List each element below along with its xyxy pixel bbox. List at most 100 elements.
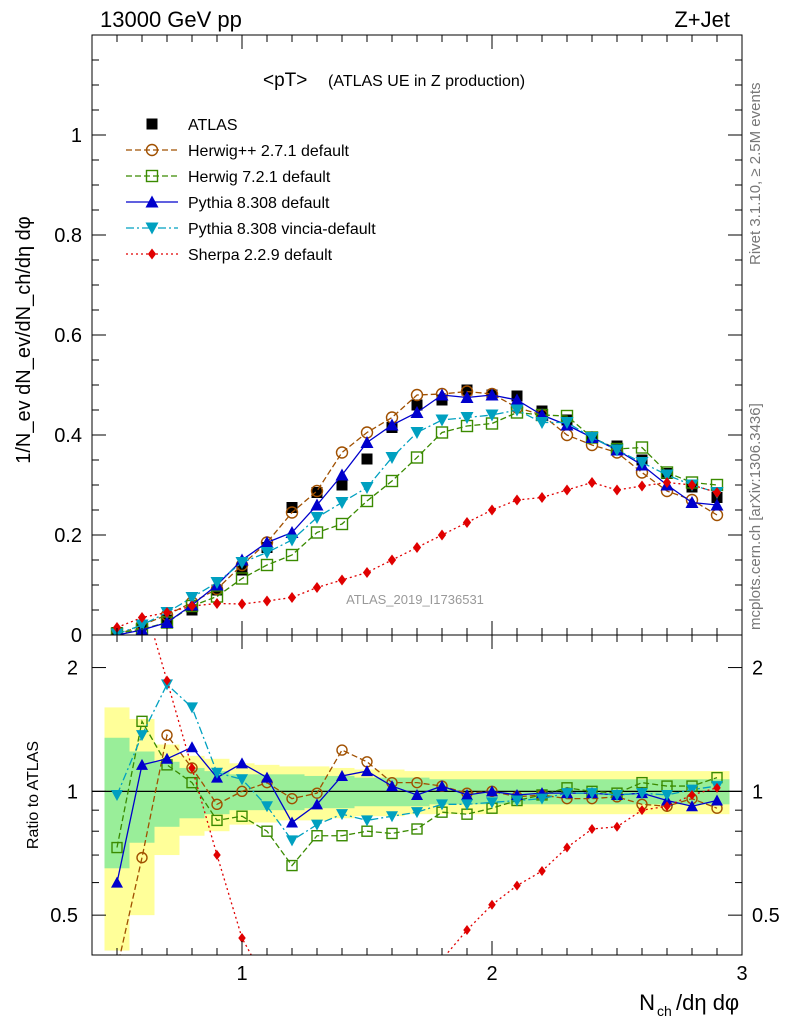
ratio-point [336, 809, 348, 821]
data-point [287, 592, 297, 603]
ratio-point [112, 964, 122, 974]
ratio-plot-area [92, 635, 742, 1024]
legend-marker [145, 195, 159, 208]
legend-label: Sherpa 2.2.9 default [188, 247, 333, 264]
data-point [461, 384, 473, 396]
data-point [285, 548, 299, 562]
header-left: 13000 GeV pp [100, 7, 242, 32]
ratio-point [338, 1020, 346, 1024]
data-point [510, 393, 524, 406]
legend-label: Pythia 8.308 default [188, 195, 330, 212]
ratio-tick-label-right: 1 [752, 781, 763, 803]
data-point [337, 574, 347, 586]
data-point [610, 444, 624, 457]
data-point [660, 469, 674, 482]
ratio-point [511, 795, 523, 807]
data-point [362, 567, 372, 578]
ratio-tick-label-right: 2 [752, 658, 763, 680]
data-point [312, 582, 322, 593]
ratio-point [161, 729, 173, 741]
main-plot-area [110, 384, 724, 635]
data-point [437, 529, 447, 541]
series-Sherpa 2.2.9 default [112, 477, 722, 633]
legend-marker [145, 169, 159, 183]
data-point [685, 496, 699, 508]
data-point [310, 498, 324, 511]
ratio-point [313, 1014, 321, 1024]
ratio-point [261, 825, 273, 837]
y-tick-label: 0 [71, 625, 82, 647]
data-point [412, 542, 422, 553]
ratio-point [713, 782, 721, 793]
ratio-point [636, 788, 648, 800]
ratio-point [336, 744, 348, 756]
data-point [635, 441, 649, 454]
data-point [335, 497, 349, 509]
y-axis-label: 1/N_ev dN_ev/dN_ch/dη dφ [13, 216, 35, 464]
data-point [562, 484, 572, 496]
band-inner-segment [329, 775, 355, 809]
ratio-line [119, 733, 718, 955]
data-point [385, 418, 399, 431]
ratio-point [613, 821, 621, 832]
ratio-point [236, 810, 248, 822]
ratio-point [311, 830, 323, 842]
ratio-point [463, 925, 471, 936]
legend-entry: Herwig 7.2.1 default [126, 169, 331, 186]
ratio-point [186, 776, 198, 789]
ratio-point [211, 798, 223, 811]
ratio-point [413, 984, 421, 994]
ratio-point [111, 876, 123, 888]
data-point [385, 452, 399, 464]
data-point [336, 479, 348, 491]
data-point [185, 592, 199, 604]
ratio-point [711, 794, 723, 806]
series-Pythia 8.308 vincia-default [110, 404, 724, 635]
data-point [460, 412, 474, 424]
data-point [410, 427, 424, 439]
ratio-point [186, 741, 198, 753]
legend-marker [145, 222, 159, 235]
data-point [237, 598, 247, 610]
ratio-point [661, 789, 673, 801]
ratio-point [486, 785, 498, 797]
ratio-point [538, 866, 546, 877]
ratio-series-Pythia 8.308 vincia-default [111, 679, 723, 847]
data-point [212, 598, 222, 609]
ratio-point [411, 807, 423, 819]
ratio-tick-label: 1 [67, 781, 78, 803]
ratio-point [288, 1014, 296, 1024]
ratio-point [436, 799, 448, 811]
ratio-point [363, 1014, 371, 1024]
ratio-point [286, 816, 298, 828]
legend-marker [146, 118, 158, 130]
ratio-point [386, 827, 398, 840]
data-point [435, 414, 449, 427]
data-point [712, 487, 722, 498]
data-point [310, 484, 324, 498]
ratio-line [116, 719, 718, 867]
data-point [635, 457, 649, 469]
band-inner-segment [154, 761, 180, 827]
y-tick-label: 0.2 [54, 525, 82, 547]
data-point [311, 487, 323, 498]
legend-entry: Pythia 8.308 vincia-default [126, 221, 376, 238]
ratio-point [411, 788, 423, 800]
data-point [560, 417, 574, 429]
ratio-point [663, 801, 671, 812]
ratio-point [213, 850, 221, 861]
analysis-watermark: ATLAS_2019_I1736531 [346, 592, 484, 607]
data-point [210, 577, 224, 589]
ratio-point [436, 780, 448, 792]
ratio-point [136, 715, 148, 728]
ratio-point [441, 954, 443, 955]
ratio-point [311, 787, 323, 799]
ratio-point [111, 789, 123, 801]
x-axis-label-main: N [639, 990, 655, 1015]
ratio-point [211, 814, 223, 827]
data-point [410, 406, 424, 418]
ratio-point [611, 789, 623, 801]
ratio-point [163, 675, 171, 686]
data-point [487, 504, 497, 516]
x-tick-label: 3 [736, 963, 747, 985]
